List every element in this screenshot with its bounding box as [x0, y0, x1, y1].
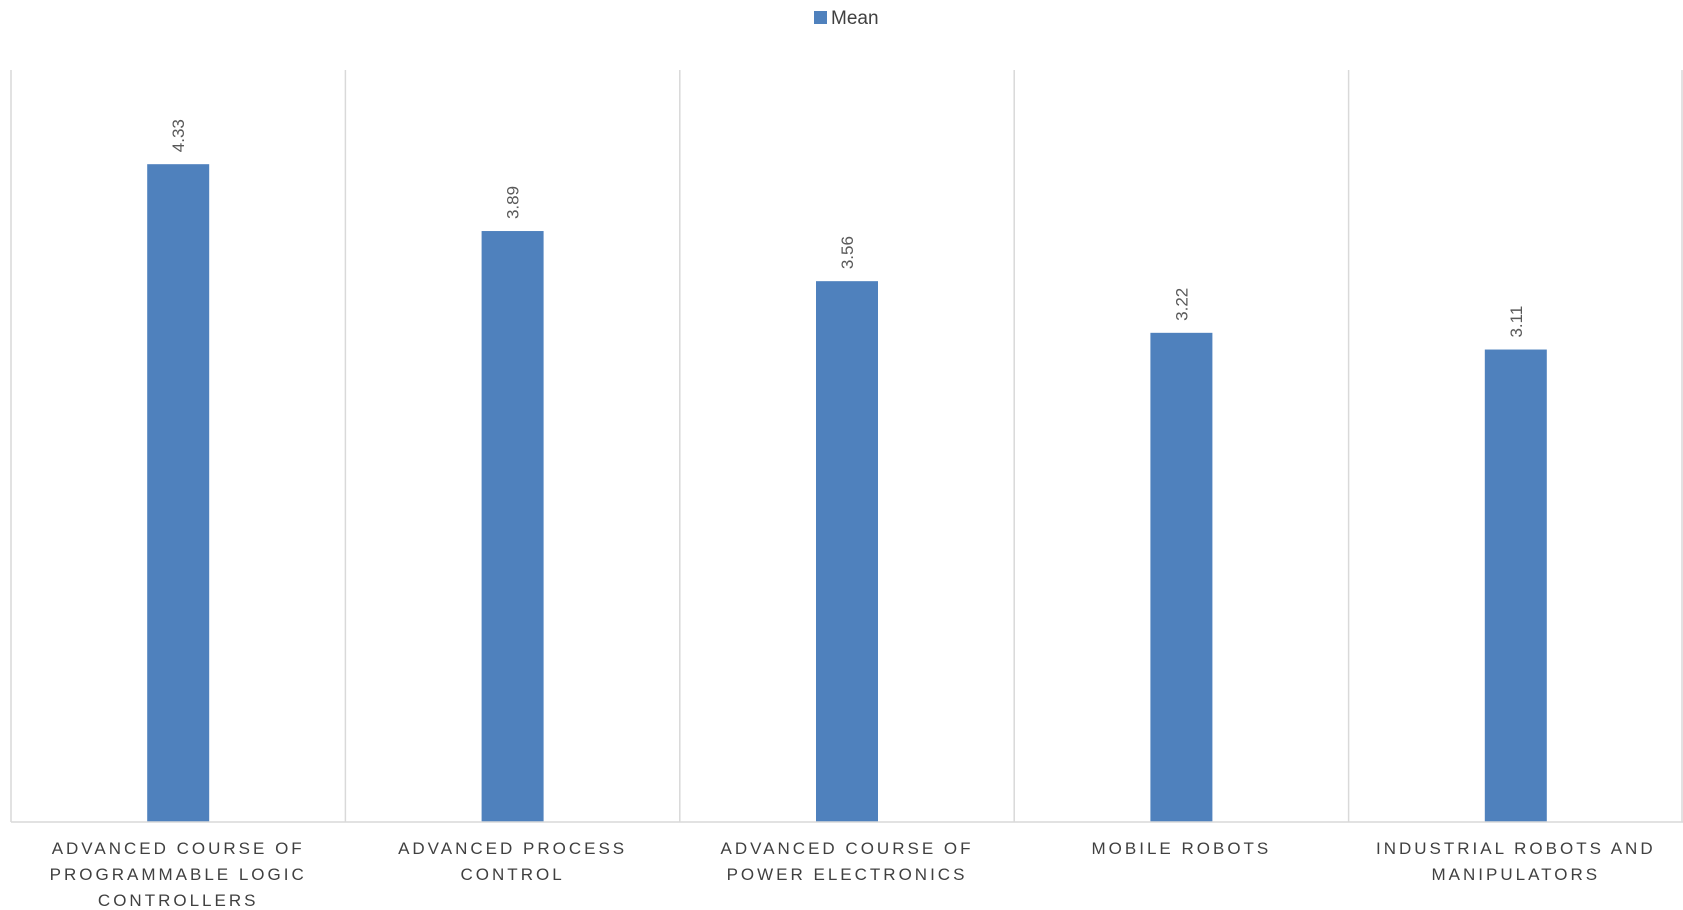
bar [816, 281, 878, 822]
bar [481, 231, 544, 822]
data-label: 3.56 [838, 236, 857, 269]
category-label: INDUSTRIAL ROBOTS AND [1376, 839, 1656, 858]
data-label: 3.22 [1172, 288, 1191, 321]
data-label: 3.89 [504, 186, 523, 219]
bar [1150, 332, 1213, 822]
category-label: MOBILE ROBOTS [1092, 839, 1272, 858]
category-label: ADVANCED COURSE OF [721, 839, 974, 858]
legend-swatch [814, 11, 827, 24]
category-labels: ADVANCED COURSE OF PROGRAMMABLE LOGIC CONT… [50, 839, 1656, 910]
category-label: CONTROLLERS [98, 891, 259, 910]
data-label: 4.33 [169, 119, 188, 152]
category-label: MANIPULATORS [1432, 865, 1601, 884]
data-labels: 4.33 3.89 3.56 3.22 3.11 [169, 119, 1526, 337]
legend: Mean [814, 8, 879, 29]
category-label: POWER ELECTRONICS [727, 865, 968, 884]
category-label: CONTROL [461, 865, 565, 884]
category-label: ADVANCED COURSE OF [52, 839, 305, 858]
legend-label-mean: Mean [831, 8, 879, 29]
category-label: ADVANCED PROCESS [398, 839, 627, 858]
bar-series-mean [147, 164, 1547, 823]
category-gridlines [10, 70, 1683, 822]
bar [147, 164, 210, 823]
category-label: PROGRAMMABLE LOGIC [50, 865, 307, 884]
bar [1484, 349, 1547, 822]
data-label: 3.11 [1507, 306, 1526, 338]
